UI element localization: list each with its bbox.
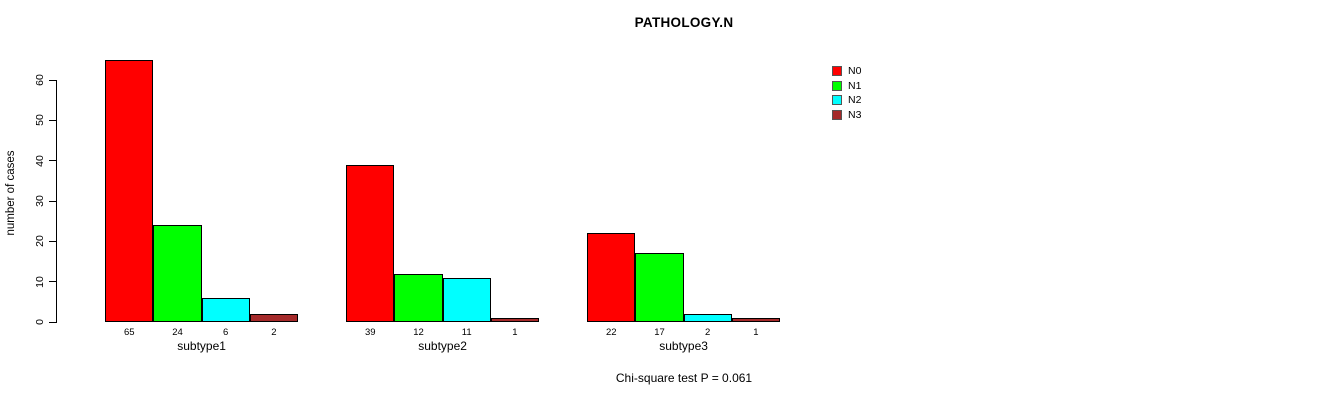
y-tick xyxy=(49,119,57,121)
legend-label: N1 xyxy=(848,79,862,92)
legend: N0 N1 N2 N3 xyxy=(832,64,861,122)
bar-value-label: 22 xyxy=(606,327,617,338)
y-tick-label: 50 xyxy=(34,114,46,127)
bar-value-label: 11 xyxy=(461,327,472,338)
legend-item-n1: N1 xyxy=(832,79,861,94)
x-category-label-subtype1: subtype1 xyxy=(177,339,226,353)
bar-n3-subtype2 xyxy=(490,317,539,322)
bar-value-label: 39 xyxy=(365,327,376,338)
x-category-label-subtype3: subtype3 xyxy=(659,339,708,353)
bar-n3-subtype3 xyxy=(731,317,780,322)
y-tick-label: 60 xyxy=(34,74,46,86)
y-tick-label: 30 xyxy=(34,195,46,207)
legend-swatch-n2 xyxy=(832,95,842,106)
bar-value-label: 12 xyxy=(413,327,424,338)
y-tick xyxy=(49,321,57,323)
legend-swatch-n0 xyxy=(832,66,842,77)
y-tick xyxy=(49,160,57,162)
legend-item-n0: N0 xyxy=(832,64,861,79)
legend-swatch-n1 xyxy=(832,80,842,91)
legend-label: N0 xyxy=(848,65,862,78)
y-tick xyxy=(49,79,57,81)
bar-value-label: 24 xyxy=(172,327,183,338)
bar-value-label: 6 xyxy=(223,327,229,338)
legend-label: N3 xyxy=(848,108,862,121)
y-tick-label: 40 xyxy=(34,154,46,167)
bar-n2-subtype2 xyxy=(442,277,491,322)
bar-n1-subtype3 xyxy=(635,253,684,322)
bar-n1-subtype1 xyxy=(153,225,202,322)
y-tick xyxy=(49,200,57,202)
chi-square-annotation: Chi-square test P = 0.061 xyxy=(615,371,753,385)
bar-value-label: 2 xyxy=(271,327,277,338)
y-tick xyxy=(49,240,57,242)
y-tick-label: 0 xyxy=(34,319,46,325)
y-tick xyxy=(49,281,57,283)
bar-value-label: 17 xyxy=(654,327,665,338)
bar-n3-subtype1 xyxy=(249,313,298,322)
bar-value-label: 65 xyxy=(124,327,135,338)
legend-swatch-n3 xyxy=(832,109,842,120)
bar-n1-subtype2 xyxy=(394,273,443,322)
bar-value-label: 1 xyxy=(753,327,759,338)
bar-value-label: 1 xyxy=(512,327,518,338)
y-tick-label: 20 xyxy=(34,235,46,248)
legend-label: N2 xyxy=(848,94,862,107)
bar-n2-subtype3 xyxy=(683,313,732,322)
x-category-label-subtype2: subtype2 xyxy=(418,339,467,353)
bar-value-label: 2 xyxy=(705,327,711,338)
bar-n0-subtype3 xyxy=(587,233,636,322)
legend-item-n3: N3 xyxy=(832,108,861,123)
bar-n0-subtype1 xyxy=(105,59,154,322)
bar-n2-subtype1 xyxy=(201,297,250,322)
chart-title: PATHOLOGY.N xyxy=(634,15,734,30)
y-tick-label: 10 xyxy=(34,275,46,288)
legend-item-n2: N2 xyxy=(832,93,861,108)
bar-n0-subtype2 xyxy=(346,164,395,322)
y-axis-label: number of cases xyxy=(5,150,17,236)
